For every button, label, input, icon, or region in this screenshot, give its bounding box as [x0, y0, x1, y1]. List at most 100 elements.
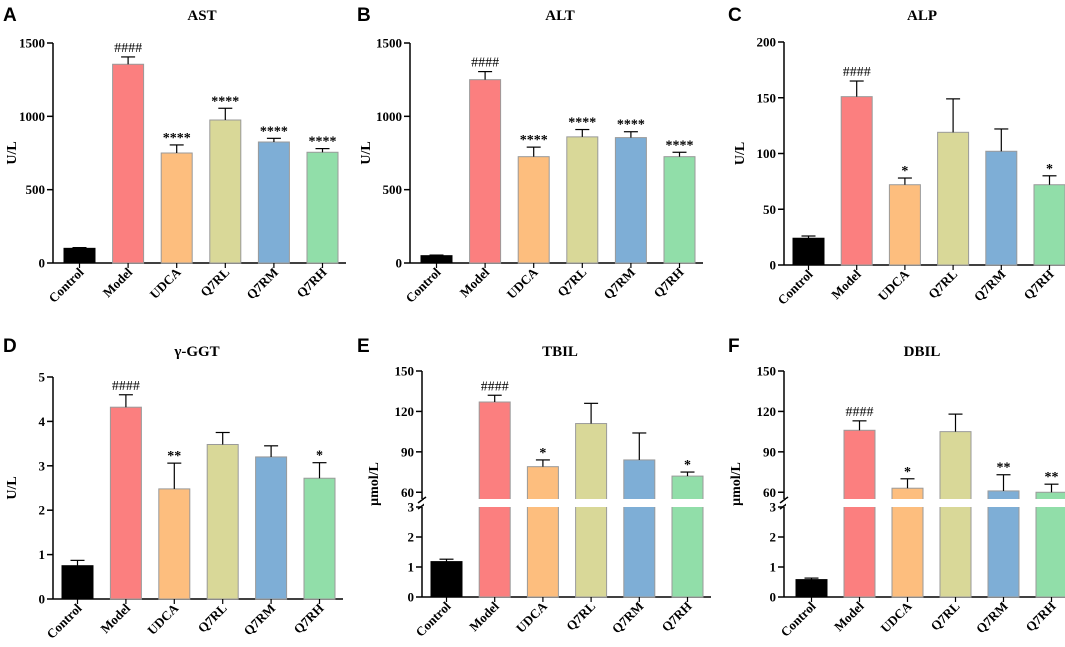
bar-q7rh	[671, 475, 704, 598]
y-tick-label: 3	[408, 500, 415, 515]
significance-label: ####	[114, 41, 142, 56]
y-tick-label: 120	[757, 404, 777, 419]
y-tick-label: 5	[39, 370, 46, 385]
y-tick-label: 1	[408, 560, 415, 575]
y-tick-label: 200	[757, 35, 777, 50]
significance-label: **	[167, 449, 181, 464]
significance-label: *	[901, 164, 908, 179]
axis-break-gap	[424, 499, 713, 507]
y-axis-label: U/L	[5, 141, 20, 164]
y-tick-label: 50	[763, 202, 776, 217]
x-tick-label: Q7RH	[293, 265, 329, 301]
y-tick-label: 1	[39, 547, 46, 562]
significance-label: *	[904, 465, 911, 480]
y-tick-label: 1500	[19, 36, 45, 51]
bar-control	[795, 579, 828, 598]
significance-label: *	[539, 446, 546, 461]
x-tick-label: Q7RL	[197, 264, 232, 299]
bar-model	[469, 79, 502, 264]
chart-title: DBIL	[904, 344, 941, 360]
y-tick-label: 0	[39, 256, 46, 271]
bar-model	[840, 96, 873, 266]
significance-label: ****	[520, 133, 548, 148]
panel-letter: E	[357, 336, 370, 357]
significance-label: *	[1046, 162, 1053, 177]
x-tick-label: UDCA	[877, 598, 915, 636]
x-tick-label: Control	[778, 598, 819, 639]
panel-b: B ALT 0 500 1000 1500 U/L Control #### Model **** U…	[357, 5, 703, 306]
y-tick-label: 0	[408, 590, 415, 605]
y-tick-label: 3	[770, 500, 777, 515]
bar-q7rl	[939, 431, 972, 598]
x-tick-label: Q7RH	[1020, 267, 1056, 303]
bar-udca	[160, 152, 193, 264]
x-tick-label: Q7RM	[241, 601, 279, 639]
x-tick-label: UDCA	[875, 266, 913, 304]
x-tick-label: Control	[46, 264, 87, 305]
significance-label: ####	[481, 379, 509, 394]
panel-letter: C	[728, 5, 742, 26]
panel-letter: F	[728, 336, 740, 357]
significance-label: *	[316, 449, 323, 464]
x-tick-label: Q7RH	[1022, 599, 1058, 635]
axis-break-mark	[779, 496, 789, 504]
bar-model	[109, 406, 142, 600]
bar-q7rl	[206, 443, 239, 600]
y-axis-label: U/L	[5, 476, 20, 499]
bar-udca	[526, 466, 559, 598]
significance-label: ****	[617, 118, 645, 133]
bar-q7rh	[663, 156, 696, 264]
y-tick-label: 3	[39, 458, 46, 473]
y-tick-label: 0	[770, 590, 777, 605]
significance-label: ****	[211, 94, 239, 109]
x-tick-label: Q7RL	[554, 264, 589, 299]
significance-label: ####	[471, 56, 499, 71]
panel-c: C ALP 0 50 100 150 200 U/L Control #### Model * UDCA…	[728, 5, 1065, 308]
panel-letter: D	[3, 336, 17, 357]
panel-letter: A	[3, 5, 17, 26]
x-tick-label: Model	[831, 598, 867, 634]
bar-q7rl	[209, 119, 242, 264]
y-tick-label: 90	[401, 444, 414, 459]
significance-label: *	[684, 458, 691, 473]
bar-udca	[158, 488, 191, 600]
bar-control	[792, 237, 825, 266]
significance-label: ####	[846, 405, 874, 420]
x-tick-label: Q7RM	[600, 265, 638, 303]
significance-label: ####	[112, 379, 140, 394]
chart-title: ALP	[907, 8, 937, 24]
significance-label: ####	[843, 65, 871, 80]
y-axis-label: μmol/L	[729, 462, 744, 506]
x-tick-label: Model	[457, 264, 493, 300]
significance-label: ****	[568, 116, 596, 131]
x-tick-label: Q7RL	[925, 266, 960, 301]
bar-control	[61, 565, 94, 600]
bar-q7rh	[1033, 184, 1065, 266]
y-tick-label: 2	[39, 503, 46, 518]
y-tick-label: 1	[770, 560, 777, 575]
significance-label: **	[997, 461, 1011, 476]
bar-q7rh	[303, 477, 336, 600]
y-tick-label: 0	[396, 256, 403, 271]
y-tick-label: 150	[395, 364, 415, 379]
y-axis-label: μmol/L	[367, 462, 382, 506]
y-tick-label: 120	[395, 404, 415, 419]
panel-e: E TBIL 0 1 2 360 90 120 150 μmol/L Control #### Mode…	[357, 336, 713, 640]
x-tick-label: Control	[775, 266, 816, 307]
x-tick-label: Q7RL	[927, 598, 962, 633]
x-tick-label: UDCA	[513, 598, 551, 636]
x-tick-label: Q7RL	[195, 600, 230, 635]
bar-control	[420, 255, 453, 264]
x-tick-label: UDCA	[504, 264, 542, 302]
bar-model	[843, 429, 876, 598]
bar-q7rm	[255, 456, 288, 600]
y-tick-label: 1000	[19, 109, 45, 124]
y-tick-label: 60	[401, 485, 414, 500]
x-tick-label: Model	[828, 266, 864, 302]
panel-a: A AST 0 500 1000 1500 U/L Control #### Model **** U…	[3, 5, 346, 306]
y-tick-label: 2	[408, 530, 415, 545]
x-tick-label: UDCA	[147, 264, 185, 302]
y-tick-label: 0	[770, 258, 777, 273]
